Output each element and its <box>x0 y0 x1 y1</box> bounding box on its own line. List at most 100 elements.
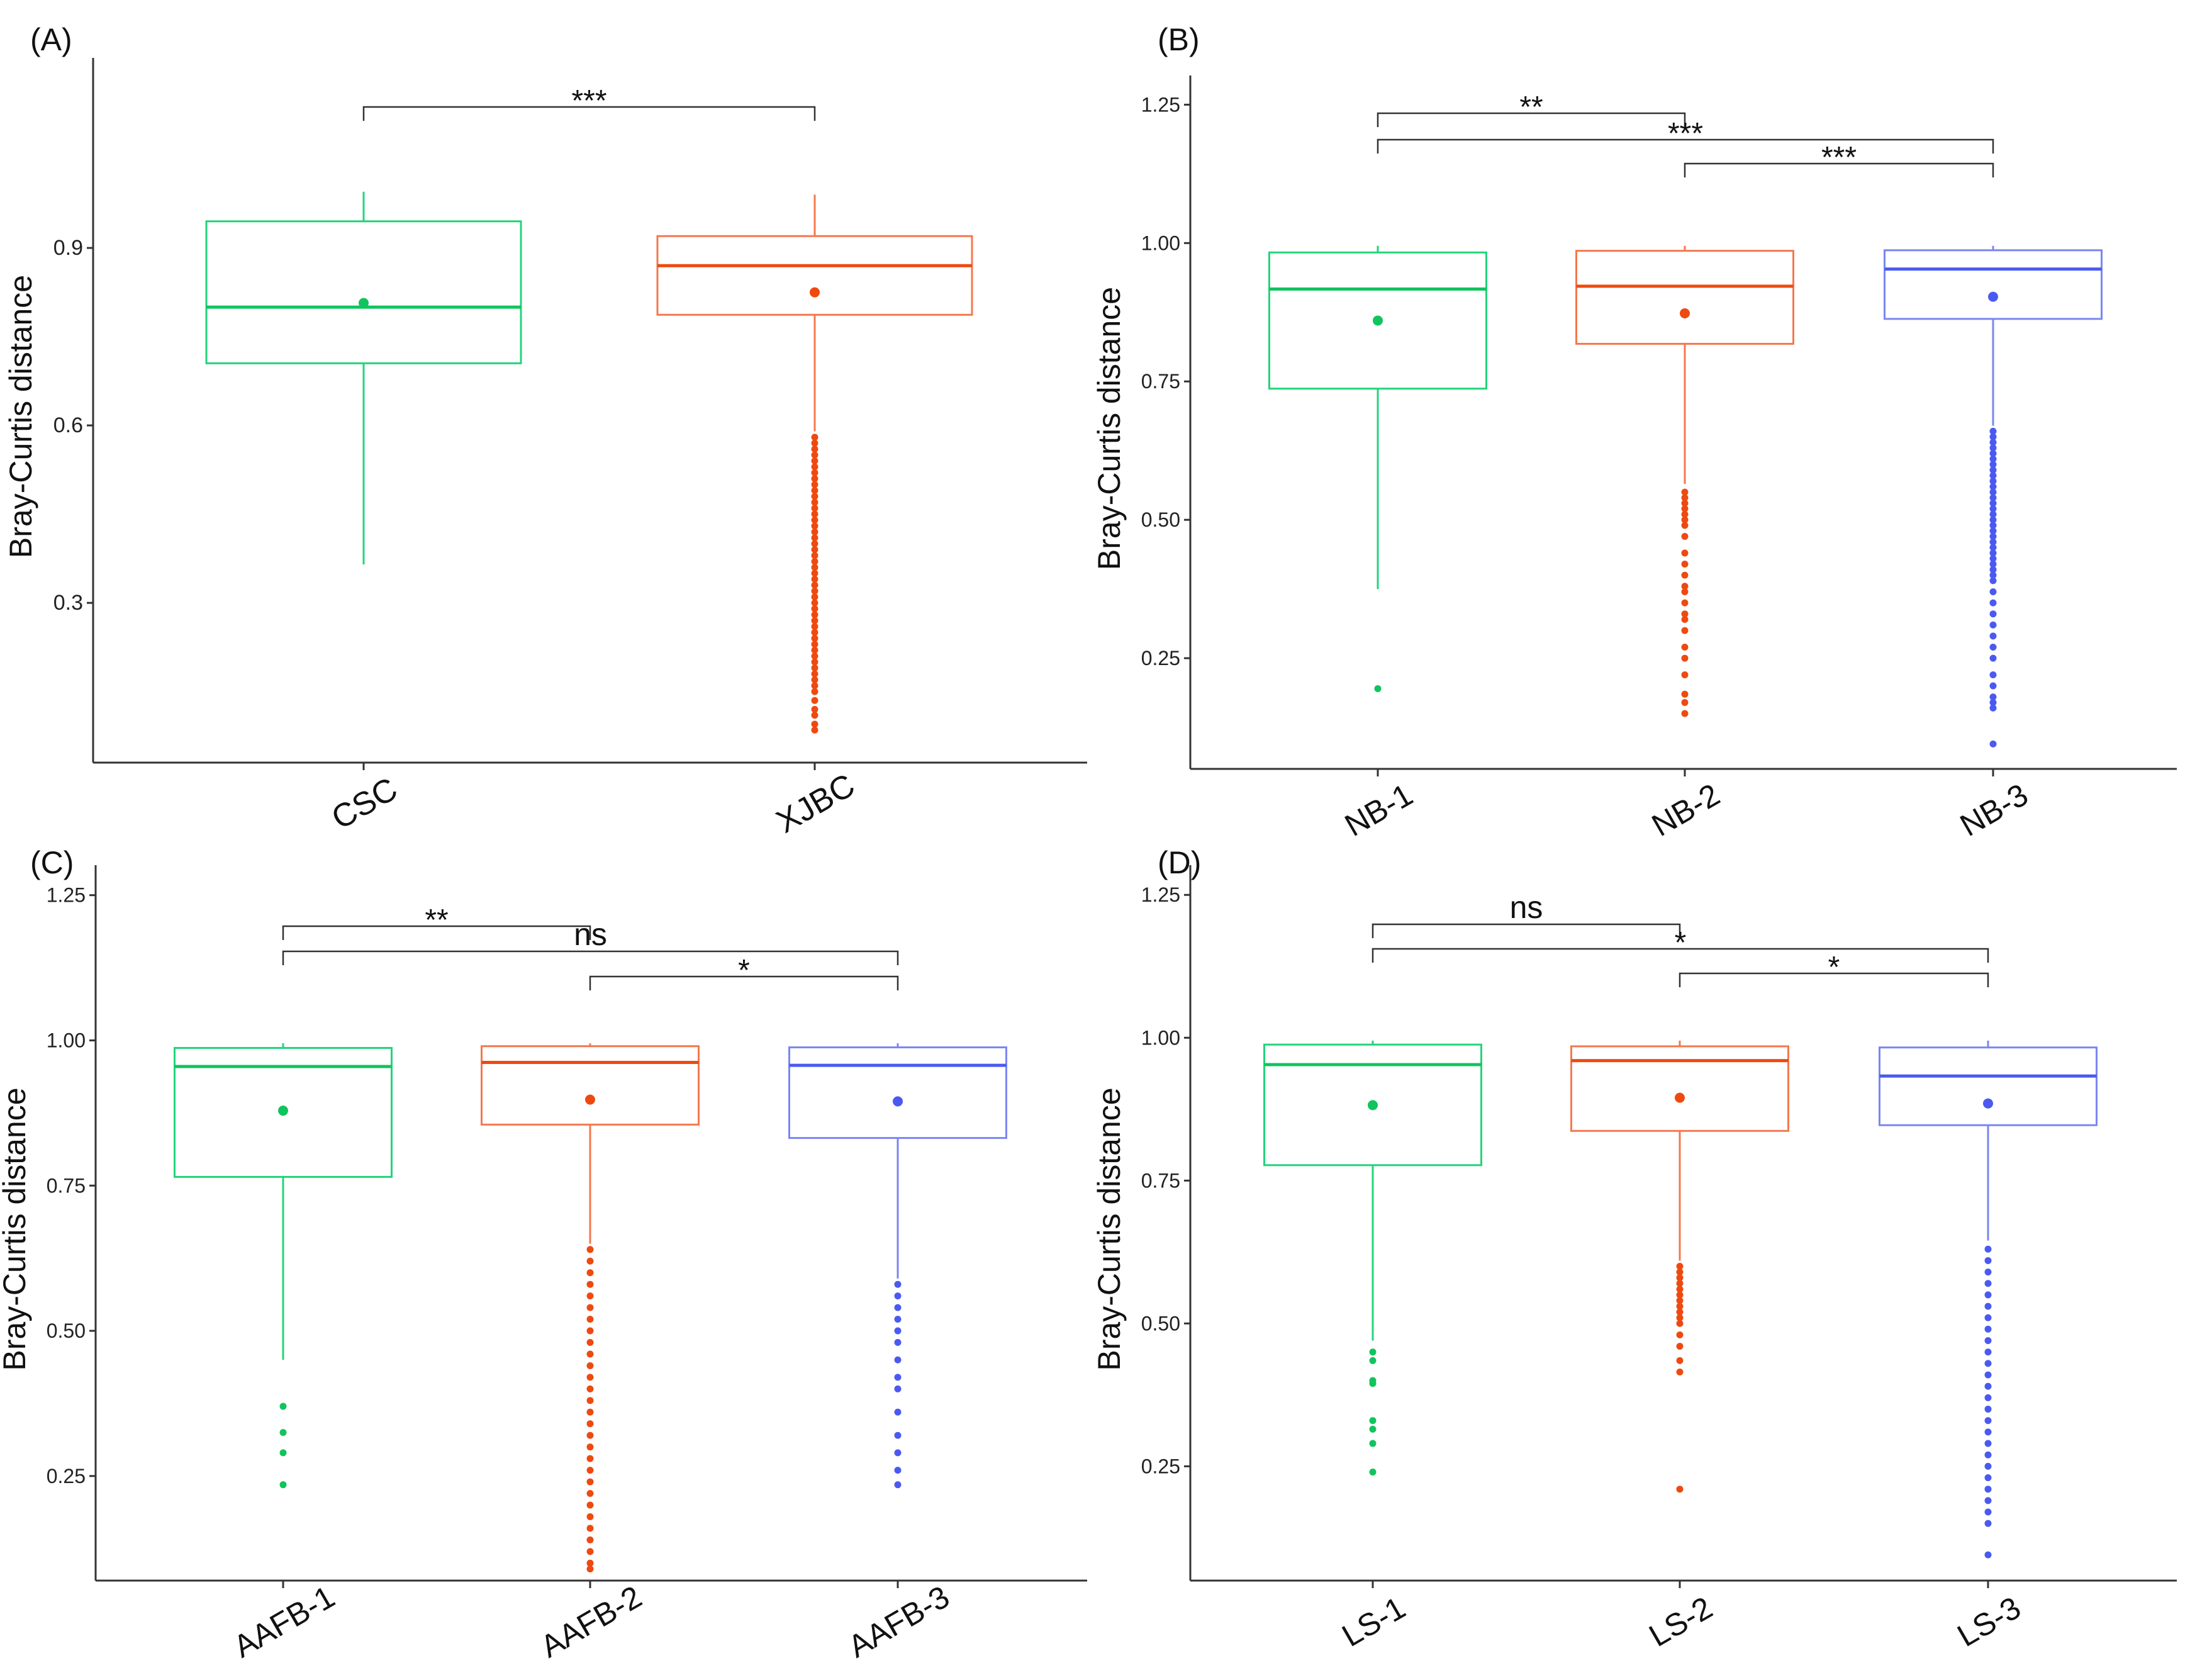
outlier-point <box>1676 1274 1684 1282</box>
bracket-line <box>1679 972 1989 987</box>
outlier-point <box>811 552 818 559</box>
outlier-point <box>811 439 818 447</box>
outlier-point <box>586 1362 594 1369</box>
outlier-point <box>811 641 818 648</box>
outlier-point <box>1681 599 1689 607</box>
outlier-point <box>1676 1302 1684 1310</box>
outlier-point <box>586 1327 594 1335</box>
box-NB-3 <box>1884 245 2103 748</box>
mean-point <box>278 1106 288 1116</box>
outlier-point <box>1989 654 1997 662</box>
significance-label: * <box>1828 951 1840 984</box>
outlier-point <box>1681 610 1689 618</box>
outlier-point <box>1676 1319 1684 1327</box>
y-tick-label: 0.6 <box>53 413 83 437</box>
outlier-point <box>1984 1291 1992 1299</box>
outlier-point <box>1984 1417 1992 1425</box>
outlier-point <box>811 522 818 530</box>
outlier-point <box>1676 1369 1684 1376</box>
outlier-point <box>1676 1331 1684 1339</box>
outlier-point <box>1984 1348 1992 1356</box>
outlier-point <box>811 469 818 476</box>
outlier-point <box>1681 710 1689 717</box>
iqr-box <box>1570 1045 1789 1132</box>
mean-point <box>1675 1092 1685 1103</box>
outlier-point <box>811 676 818 683</box>
significance-label: ** <box>425 904 448 937</box>
outlier-point <box>811 658 818 666</box>
outlier-point <box>1984 1462 1992 1470</box>
significance-label: * <box>738 954 750 987</box>
box-LS-2 <box>1570 1040 1789 1493</box>
box-AAFB-1 <box>174 1043 393 1489</box>
outlier-point <box>1984 1474 1992 1482</box>
bracket-line <box>1684 162 1994 177</box>
outlier-point <box>1989 566 1997 573</box>
outlier-point <box>1676 1308 1684 1316</box>
outlier-point <box>586 1385 594 1392</box>
chart-panel-0: (A) 0.3 0.6 0.9 Bray-Curtis distance CSC XJBC *… <box>3 22 1087 841</box>
outlier-point <box>1989 698 1997 706</box>
outlier-point <box>811 664 818 672</box>
outlier-point <box>1984 1508 1992 1516</box>
outlier-point <box>586 1513 594 1520</box>
outlier-point <box>811 493 818 500</box>
outlier-point <box>1989 610 1997 618</box>
outlier-point <box>894 1280 902 1288</box>
outlier-point <box>1984 1520 1992 1527</box>
significance-bracket: *** <box>362 84 816 121</box>
outlier-point <box>1681 583 1689 590</box>
outlier-point <box>811 599 818 607</box>
outlier-point <box>1989 483 1997 490</box>
outlier-point <box>586 1443 594 1451</box>
outlier-point <box>811 457 818 465</box>
outlier-point <box>1369 1377 1377 1384</box>
significance-label: *** <box>1821 141 1857 174</box>
bracket-line <box>282 950 899 965</box>
outlier-point <box>894 1467 902 1474</box>
outlier-point <box>1989 488 1997 496</box>
outlier-point <box>811 720 818 728</box>
outlier-point <box>1989 549 1997 557</box>
x-tick-label: AAFB-1 <box>228 1579 341 1664</box>
outlier-point <box>811 569 818 577</box>
outlier-point <box>1681 627 1689 634</box>
outlier-point <box>1989 693 1997 701</box>
outlier-point <box>1676 1343 1684 1350</box>
bracket-line <box>1372 948 1989 963</box>
significance-label: * <box>1675 926 1687 960</box>
outlier-point <box>811 587 818 595</box>
outlier-point <box>1984 1280 1992 1287</box>
outlier-point <box>1989 439 1997 446</box>
outlier-point <box>1681 571 1689 579</box>
outlier-point <box>1989 561 1997 568</box>
box-CSC <box>205 191 522 565</box>
iqr-box <box>1268 251 1487 390</box>
outlier-point <box>894 1385 902 1392</box>
outlier-point <box>1984 1382 1992 1390</box>
outlier-point <box>1984 1371 1992 1379</box>
outlier-point <box>1374 685 1382 692</box>
outlier-point <box>279 1403 287 1410</box>
bracket-line <box>589 975 899 990</box>
outlier-point <box>811 629 818 636</box>
outlier-point <box>1984 1440 1992 1447</box>
y-tick-label: 0.50 <box>47 1319 86 1342</box>
outlier-point <box>811 576 818 583</box>
outlier-point <box>1681 522 1689 529</box>
outlier-point <box>811 487 818 495</box>
outlier-point <box>1681 533 1689 540</box>
outlier-point <box>811 475 818 483</box>
outlier-point <box>1681 643 1689 651</box>
outlier-point <box>1984 1257 1992 1264</box>
y-axis-label: Bray-Curtis distance <box>3 275 38 558</box>
outlier-point <box>1681 615 1689 623</box>
x-tick-label: LS-2 <box>1643 1590 1718 1654</box>
outlier-point <box>811 688 818 695</box>
significance-label: *** <box>1668 117 1703 150</box>
outlier-point <box>1989 544 1997 551</box>
outlier-point <box>811 646 818 654</box>
outlier-point <box>1984 1406 1992 1413</box>
outlier-point <box>811 534 818 542</box>
